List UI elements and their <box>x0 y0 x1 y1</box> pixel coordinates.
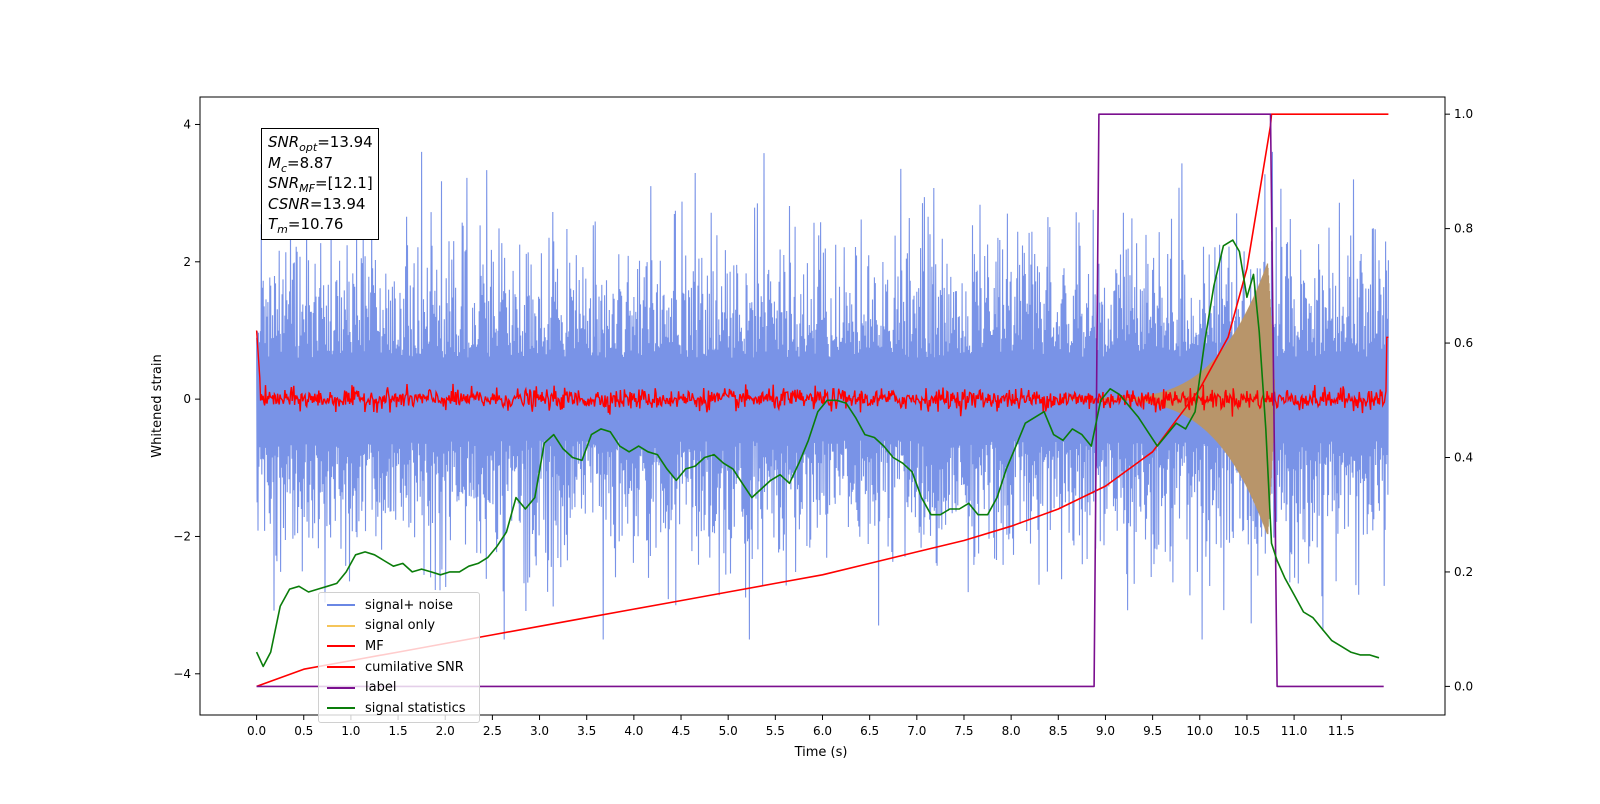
x-tick-label: 1.0 <box>341 724 360 738</box>
y2-tick-label: 0.6 <box>1454 336 1473 350</box>
x-axis-label: Time (s) <box>794 745 848 760</box>
series-mf <box>255 330 1389 417</box>
legend-item-signal-only: signal only <box>319 616 479 637</box>
x-tick-label: 3.0 <box>530 724 549 738</box>
legend-item-label: label <box>319 677 479 698</box>
annotation-csnr: CSNR=13.94 <box>268 194 366 213</box>
legend-swatch <box>327 645 355 648</box>
legend-swatch <box>327 624 355 627</box>
series-signal-noise <box>256 151 1389 640</box>
x-tick-label: 11.5 <box>1328 724 1355 738</box>
x-tick-label: 8.5 <box>1049 724 1068 738</box>
x-tick-label: 10.0 <box>1186 724 1213 738</box>
signal-statistics-line <box>255 239 1380 668</box>
y2-tick-label: 0.8 <box>1454 222 1473 236</box>
stats-annotation: SNRopt=13.94 Mc=8.87 SNRMF=[12.1] CSNR=1… <box>261 128 379 240</box>
axes: 0.0 0.5 1.0 1.5 2.0 2.5 3.0 3.5 4.0 4.5 5.0 5.5 6.0 6… <box>173 107 1473 738</box>
mf-line <box>255 330 1389 417</box>
x-tick-label: 2.5 <box>483 724 502 738</box>
label-line <box>256 113 1384 688</box>
legend-swatch <box>327 686 355 689</box>
y-tick-label: 4 <box>183 117 191 131</box>
y2-tick-label: 1.0 <box>1454 107 1473 121</box>
legend-swatch <box>327 707 355 710</box>
y2-tick-label: 0.0 <box>1454 679 1473 693</box>
x-tick-label: 0.0 <box>247 724 266 738</box>
x-tick-label: 7.5 <box>954 724 973 738</box>
x-tick-label: 3.5 <box>577 724 596 738</box>
x-tick-label: 4.5 <box>671 724 690 738</box>
x-tick-label: 2.0 <box>436 724 455 738</box>
x-tick-label: 8.0 <box>1002 724 1021 738</box>
x-tick-label: 4.0 <box>624 724 643 738</box>
x-tick-label: 6.5 <box>860 724 879 738</box>
y2-tick-label: 0.4 <box>1454 451 1473 465</box>
x-tick-label: 5.5 <box>766 724 785 738</box>
annotation-snr-opt: SNRopt=13.94 <box>268 133 373 154</box>
y2-tick-label: 0.2 <box>1454 565 1473 579</box>
x-tick-label: 0.5 <box>294 724 313 738</box>
x-tick-label: 1.5 <box>389 724 408 738</box>
legend-swatch <box>327 604 355 607</box>
y-axis-label: Whitened strain <box>150 354 165 457</box>
x-tick-label: 7.0 <box>907 724 926 738</box>
y-tick-label: −2 <box>173 529 191 543</box>
y-tick-label: −4 <box>173 667 191 681</box>
x-tick-label: 10.5 <box>1234 724 1261 738</box>
legend-item-signal-noise: signal+ noise <box>319 595 479 616</box>
chart-legend: signal+ noise signal only MF cumilative … <box>318 592 480 723</box>
y-tick-label: 0 <box>183 392 191 406</box>
x-tick-label: 5.0 <box>719 724 738 738</box>
annotation-snr-mf: SNRMF=[12.1] <box>268 174 373 195</box>
legend-item-signal-statistics: signal statistics <box>319 698 479 719</box>
x-tick-label: 11.0 <box>1281 724 1308 738</box>
legend-item-cumulative-snr: cumilative SNR <box>319 657 479 678</box>
legend-item-mf: MF <box>319 636 479 657</box>
annotation-tm: Tm=10.76 <box>268 215 344 236</box>
legend-swatch <box>327 666 355 669</box>
y-tick-label: 2 <box>183 255 191 269</box>
signal-noise-line <box>256 151 1389 640</box>
x-tick-label: 6.0 <box>813 724 832 738</box>
annotation-mc: Mc=8.87 <box>268 153 333 175</box>
x-tick-label: 9.0 <box>1096 724 1115 738</box>
x-tick-label: 9.5 <box>1143 724 1162 738</box>
